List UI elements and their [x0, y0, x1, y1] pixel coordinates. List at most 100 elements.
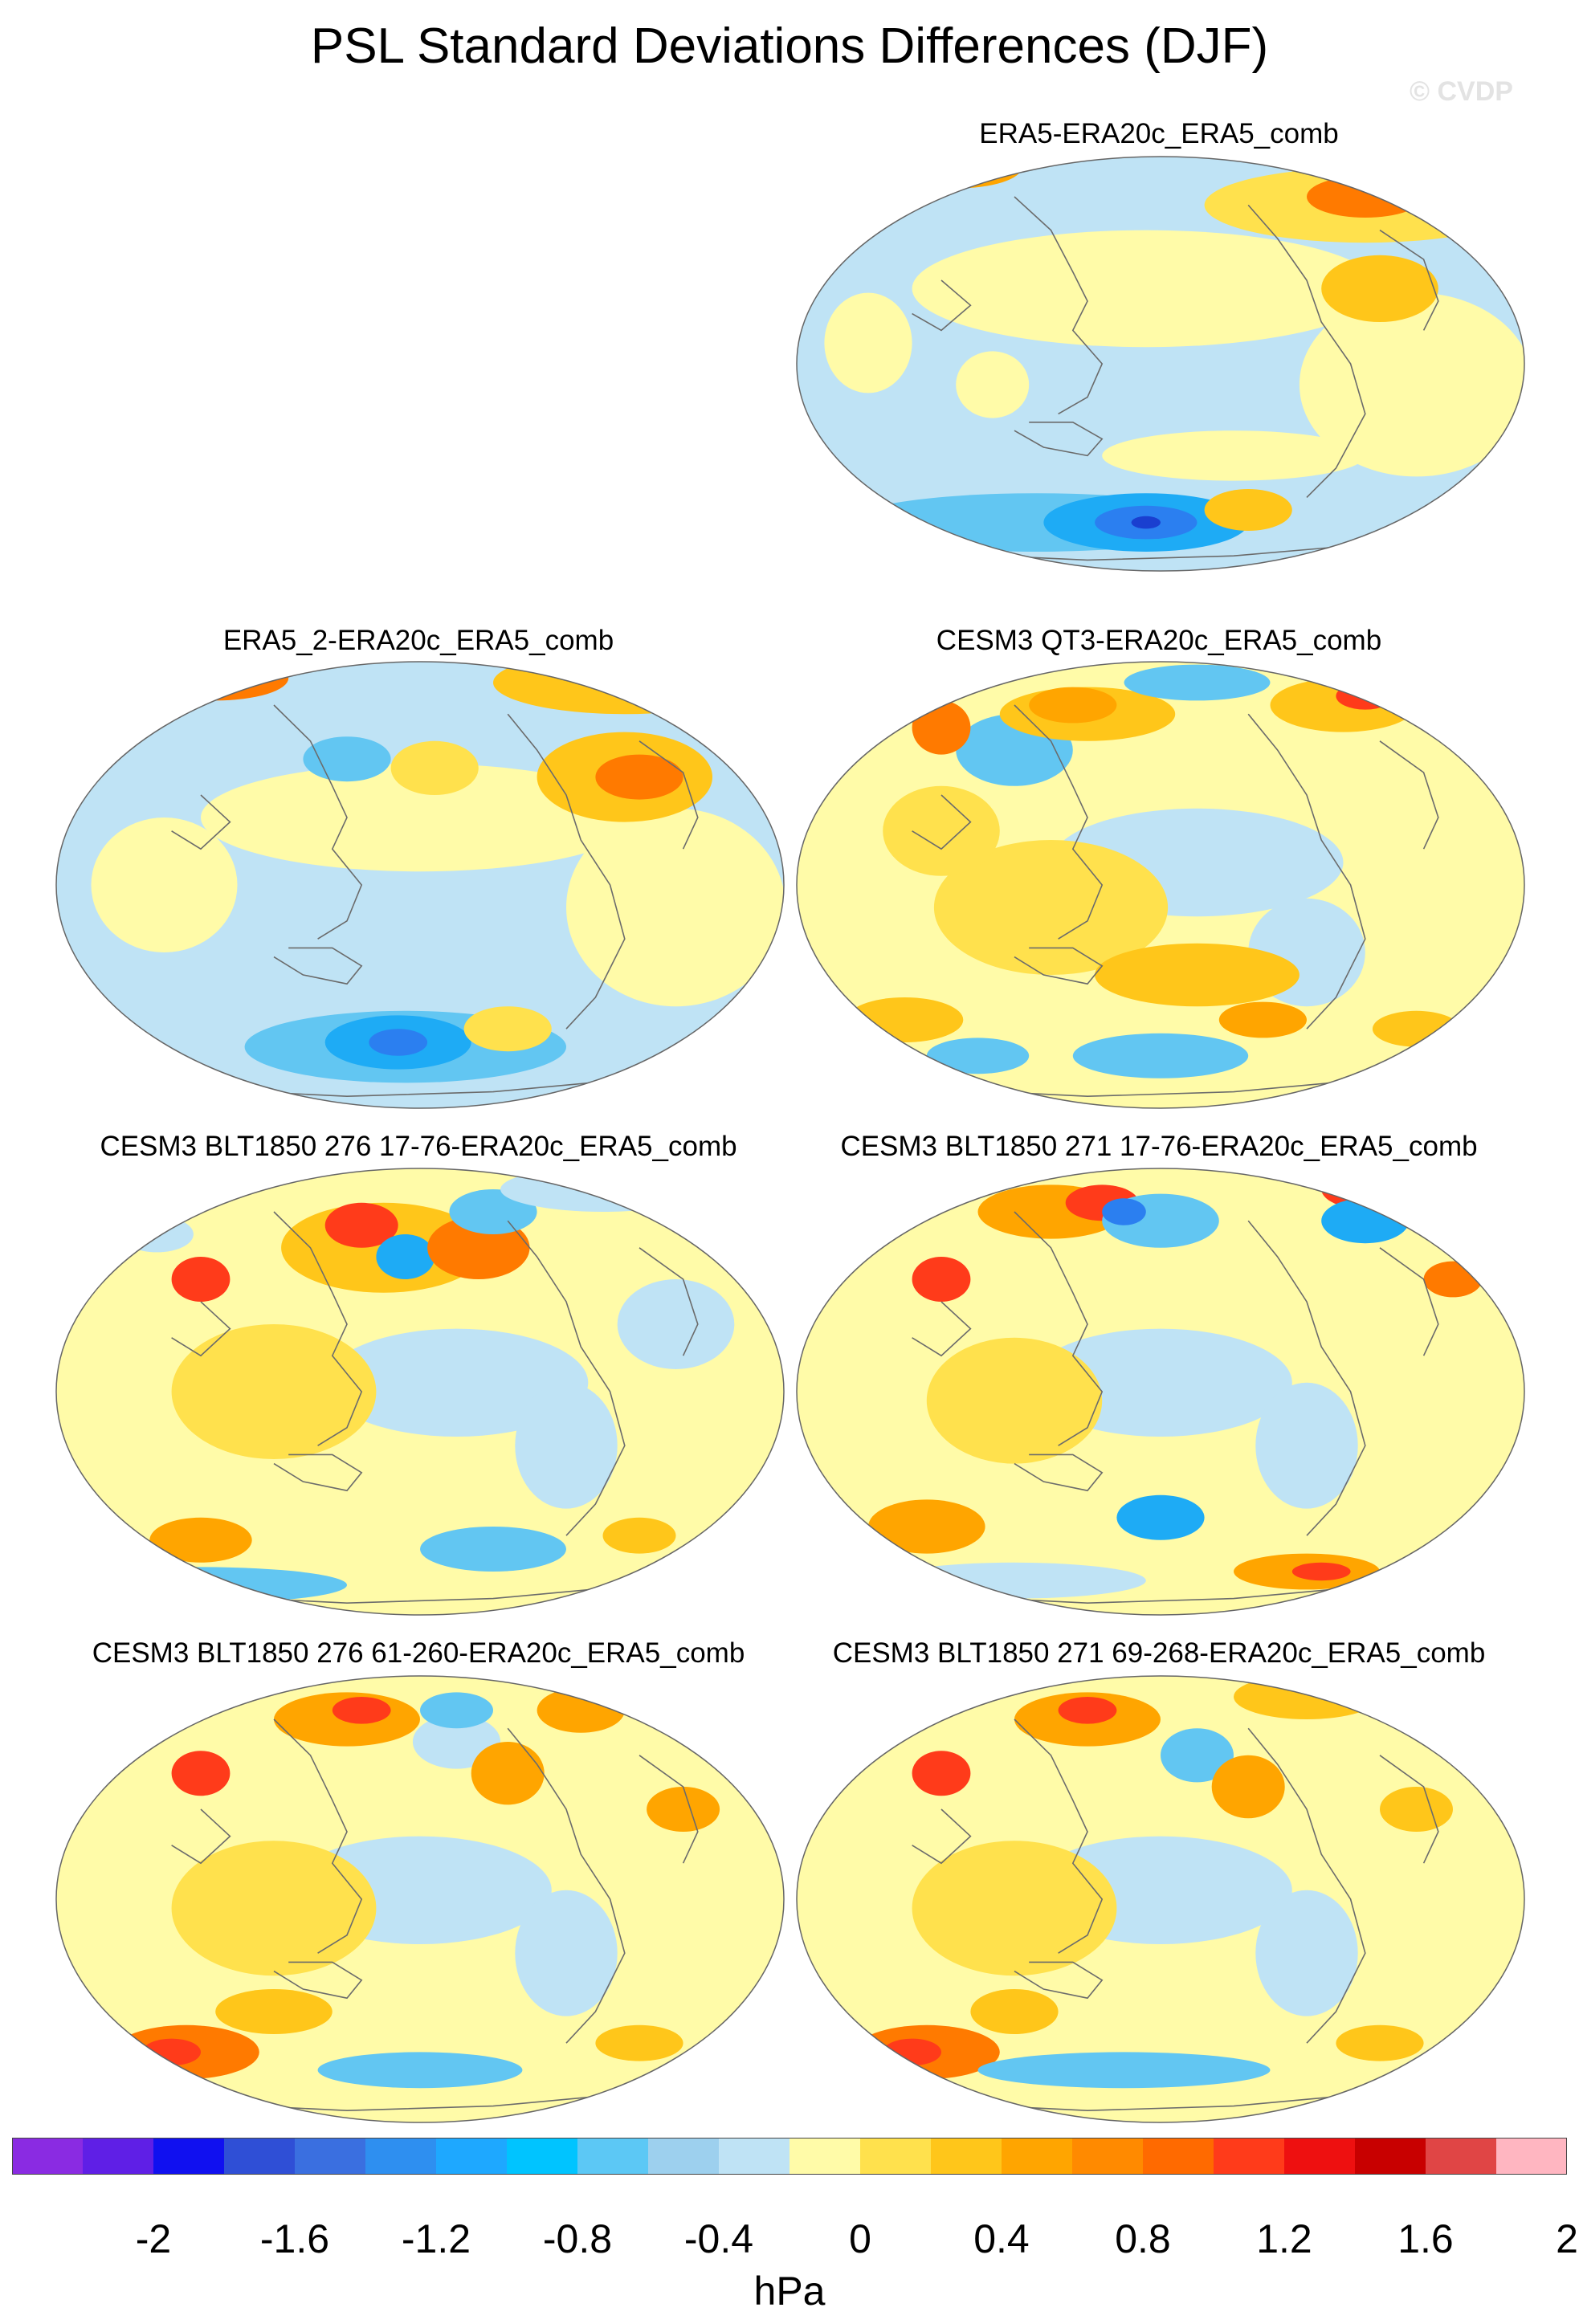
panel-title-blt1850-271-69-268: CESM3 BLT1850 271 69-268-ERA20c_ERA5_com…: [832, 1637, 1486, 1669]
colorbar-swatch: [719, 2138, 790, 2175]
coastline: [1014, 1719, 1104, 1954]
contour-region: [142, 662, 289, 701]
contour-region: [1270, 678, 1417, 732]
globe-outline: [55, 1675, 785, 2123]
contour-region: [595, 2024, 683, 2061]
map-blt1850-276-17-76: [55, 1168, 785, 1616]
colorbar-tick-label: 2: [1556, 2216, 1578, 2261]
colorbar-swatch: [1214, 2138, 1285, 2175]
coastline: [1379, 1755, 1439, 1864]
panel-title-blt1850-276-17-76: CESM3 BLT1850 276 17-76-ERA20c_ERA5_comb: [100, 1131, 737, 1162]
contour-region: [1255, 1382, 1358, 1509]
contour-region: [471, 1742, 545, 1805]
coastline: [1014, 704, 1104, 940]
coastline: [273, 1719, 363, 1954]
colorbar-swatch: [12, 2138, 84, 2175]
globe-outline: [55, 1168, 785, 1616]
colorbar-swatch: [295, 2138, 366, 2175]
coastline: [1379, 229, 1439, 331]
contour-region: [617, 1279, 735, 1369]
map-field: [797, 1168, 1524, 1615]
contour-region: [1204, 489, 1292, 531]
colorbar-swatch: [931, 2138, 1002, 2175]
panel-title-cesm3-qt3: CESM3 QT3-ERA20c_ERA5_comb: [936, 625, 1382, 656]
coastline: [1014, 1454, 1104, 1492]
colorbar-tick-label: 1.6: [1397, 2216, 1454, 2261]
coastline: [171, 794, 231, 850]
coastline: [171, 1301, 231, 1357]
contour-region: [463, 1006, 552, 1052]
colorbar-tick-label: 1.2: [1256, 2216, 1312, 2261]
globe-outline: [55, 661, 785, 1109]
coastline: [1014, 1961, 1104, 2000]
contour-region: [647, 1787, 720, 1832]
globe-outline: [796, 661, 1525, 1109]
colorbar: [12, 2138, 1567, 2175]
contour-region: [566, 808, 784, 1007]
coastline: [507, 1727, 626, 2044]
colorbar-tick-label: 0.8: [1115, 2216, 1171, 2261]
contour-region: [149, 1517, 252, 1563]
contour-region: [515, 1382, 618, 1509]
colorbar-swatch: [436, 2138, 508, 2175]
coastline: [273, 1961, 363, 2000]
contour-region: [1102, 430, 1365, 481]
colorbar-swatch: [577, 2138, 649, 2175]
coastline: [1014, 1211, 1104, 1446]
coastline: [639, 740, 699, 850]
contour-region: [912, 1841, 1117, 1976]
contour-region: [933, 840, 1169, 975]
panel-title-era5: ERA5-ERA20c_ERA5_comb: [979, 118, 1339, 149]
contour-region: [1336, 683, 1395, 710]
contour-region: [912, 1257, 971, 1302]
figure-title: PSL Standard Deviations Differences (DJF…: [310, 18, 1269, 74]
coastline: [1014, 421, 1104, 457]
contour-region: [956, 351, 1030, 418]
contour-region: [1336, 2024, 1424, 2061]
colorbar-swatch: [1355, 2138, 1426, 2175]
contour-region: [317, 2052, 523, 2089]
contour-region: [91, 817, 238, 952]
coastline: [912, 794, 972, 850]
contour-region: [1161, 1728, 1234, 1783]
contour-region: [1372, 1010, 1461, 1047]
copyright-watermark: © CVDP: [1410, 76, 1513, 107]
coastline: [273, 947, 363, 985]
colorbar-swatch: [224, 2138, 296, 2175]
coastline: [1379, 740, 1439, 850]
contour-region: [390, 740, 479, 795]
globe-outline: [796, 156, 1525, 572]
colorbar-swatch: [365, 2138, 437, 2175]
colorbar-swatch: [1072, 2138, 1144, 2175]
contour-region: [215, 1989, 333, 2034]
contour-region: [171, 1751, 231, 1796]
contour-region: [912, 1751, 971, 1796]
colorbar-swatch: [1284, 2138, 1356, 2175]
contour-region: [1255, 1890, 1358, 2016]
contour-region: [890, 157, 1022, 189]
globe-outline: [796, 1675, 1525, 2123]
colorbar-tick-label: 0: [849, 2216, 871, 2261]
contour-region: [883, 785, 1000, 876]
map-blt1850-271-69-268: [796, 1675, 1525, 2123]
coastline: [1379, 1247, 1439, 1356]
contour-region: [1291, 1562, 1351, 1581]
contour-region: [1218, 1001, 1307, 1038]
colorbar-swatch: [1002, 2138, 1073, 2175]
colorbar-tick-label: -0.4: [683, 2216, 754, 2261]
coastline: [912, 1808, 972, 1865]
coastline: [639, 1247, 699, 1356]
contour-region: [1380, 1787, 1453, 1832]
contour-region: [332, 1697, 391, 1724]
colorbar-swatch: [860, 2138, 932, 2175]
coastline: [1247, 1727, 1366, 2044]
map-era5-2: [55, 661, 785, 1109]
colorbar-frame: [12, 2138, 1567, 2175]
contour-region: [1131, 516, 1161, 529]
colorbar-tick-label: -1.6: [259, 2216, 330, 2261]
contour-region: [1299, 292, 1524, 477]
coastline: [273, 704, 363, 940]
colorbar-swatch: [648, 2138, 720, 2175]
contour-region: [1321, 255, 1438, 322]
map-field: [56, 662, 784, 1108]
